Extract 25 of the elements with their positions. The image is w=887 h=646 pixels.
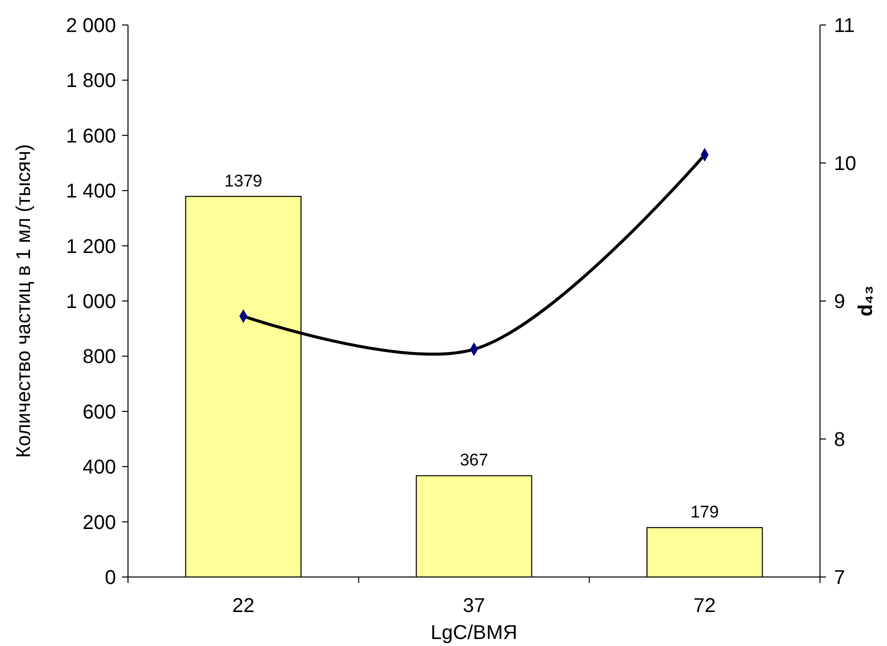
x-axis-title: LgC/ВМЯ	[430, 622, 518, 644]
y-tick-label: 1 800	[66, 70, 116, 92]
y2-tick-label: 7	[834, 567, 846, 589]
y-tick-label: 400	[82, 456, 116, 479]
data-label: 367	[460, 450, 488, 470]
y-tick-label: 2 000	[66, 15, 116, 37]
y2-tick-label: 11	[834, 15, 855, 37]
x-tick-label: 72	[694, 595, 716, 617]
y2-tick-label: 9	[834, 291, 846, 313]
x-tick-label: 37	[462, 595, 486, 617]
x-tick-label: 22	[232, 595, 254, 617]
y-tick-label: 1 400	[66, 180, 116, 203]
data-label: 1379	[224, 171, 262, 190]
y-tick-label: 1 000	[66, 291, 116, 313]
y-tick-label: 1 200	[66, 236, 116, 258]
y2-tick-label: 10	[834, 153, 856, 175]
y-tick-label: 800	[82, 346, 116, 368]
y-tick-label: 600	[82, 401, 116, 424]
y2-tick-label: 8	[834, 429, 846, 451]
y-tick-label: 200	[82, 512, 116, 534]
y-tick-label: 0	[104, 567, 116, 589]
y2-axis-title: d₄₃	[855, 286, 877, 316]
data-label: 179	[690, 502, 719, 522]
y-axis-title: Количество частиц в 1 мл (тысяч)	[13, 144, 35, 458]
y-tick-label: 1 600	[66, 125, 116, 148]
